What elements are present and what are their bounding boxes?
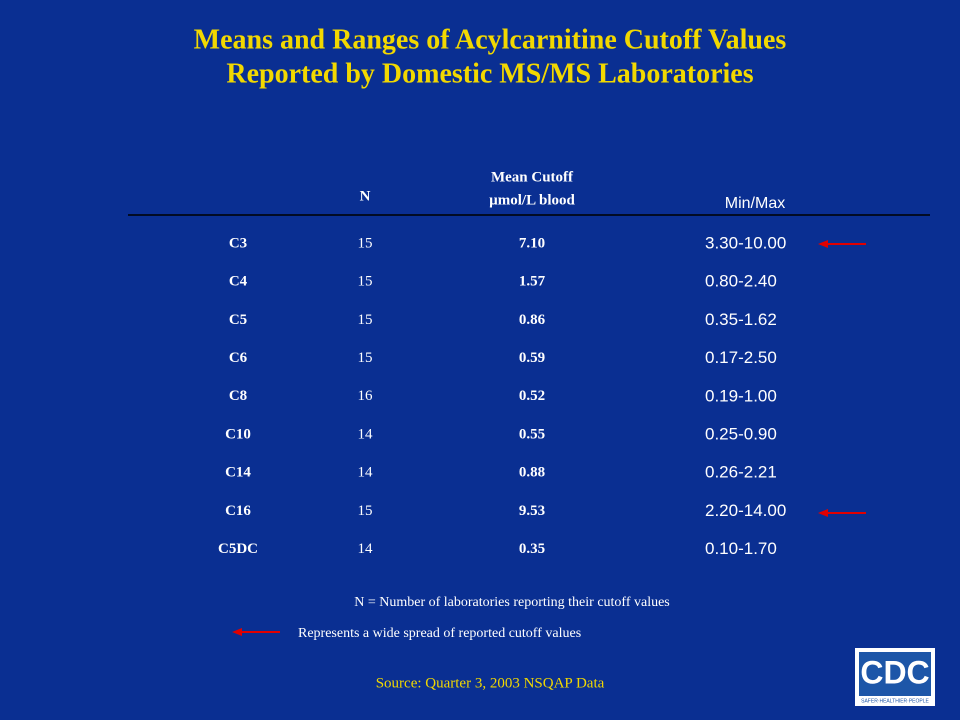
cell-n: 14 [358,465,374,481]
cell-n: 15 [358,503,373,519]
cell-mean: 9.53 [519,503,545,519]
cell-range: 0.80-2.40 [705,272,777,291]
row-label: C4 [229,274,248,290]
row-label: C6 [229,350,248,366]
row-label: C14 [225,465,251,481]
cell-mean: 1.57 [519,274,546,290]
cell-range: 3.30-10.00 [705,233,786,252]
row-label: C5DC [218,541,258,557]
cell-mean: 0.55 [519,426,545,442]
row-label: C5 [229,312,247,328]
title-line: Reported by Domestic MS/MS Laboratories [226,58,753,89]
cell-range: 0.26-2.21 [705,463,777,482]
cell-range: 0.25-0.90 [705,424,777,443]
header-mean-unit: µmol/L blood [489,192,575,208]
header-n: N [360,188,371,204]
cell-range: 0.35-1.62 [705,310,777,329]
cell-mean: 0.52 [519,388,545,404]
cell-n: 15 [358,274,373,290]
cell-mean: 7.10 [519,235,545,251]
logo: CDC SAFER·HEALTHIER·PEOPLE [855,648,935,706]
cell-mean: 0.88 [519,465,545,481]
row-label: C10 [225,426,251,442]
source: Source: Quarter 3, 2003 NSQAP Data [376,675,605,691]
header-mean: Mean Cutoff [491,169,574,185]
cell-range: 0.17-2.50 [705,348,777,367]
cell-n: 14 [358,541,374,557]
title-line: Means and Ranges of Acylcarnitine Cutoff… [194,24,787,55]
cell-n: 16 [358,388,374,404]
cell-mean: 0.35 [519,541,545,557]
cell-range: 2.20-14.00 [705,501,786,520]
cell-n: 14 [358,426,374,442]
cell-range: 0.10-1.70 [705,539,777,558]
row-label: C16 [225,503,251,519]
logo-tagline: SAFER·HEALTHIER·PEOPLE [861,698,929,704]
arrow-head [818,240,828,248]
cell-mean: 0.59 [519,350,545,366]
arrow-head [232,628,242,636]
note: N = Number of laboratories reporting the… [354,595,670,610]
row-label: C8 [229,388,247,404]
cell-mean: 0.86 [519,312,546,328]
cell-n: 15 [358,312,373,328]
cell-n: 15 [358,350,373,366]
table-body: C3 15 7.10 3.30-10.00 C4 15 1.57 0.80-2.40 C5 15 0… [218,233,786,558]
note: Represents a wide spread of reported cut… [298,626,581,641]
header-range: Min/Max [725,195,785,212]
arrows [232,240,866,636]
row-label: C3 [229,235,247,251]
cell-range: 0.19-1.00 [705,386,777,405]
arrow-head [818,509,828,517]
logo-inner [859,652,931,696]
logo-text: CDC [860,654,929,690]
cell-n: 15 [358,235,373,251]
